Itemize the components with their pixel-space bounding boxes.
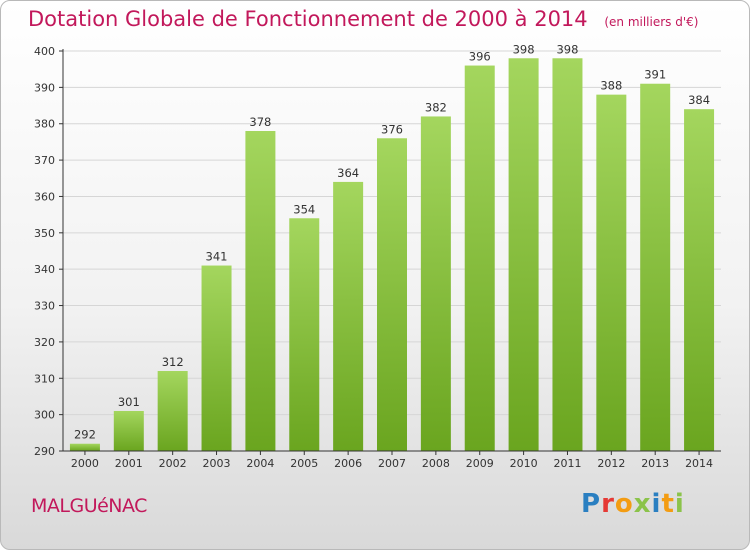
bar-2012	[596, 94, 627, 452]
value-label: 396	[469, 50, 491, 64]
bar-2011	[552, 58, 583, 451]
x-tick-label: 2000	[71, 457, 99, 470]
x-tick-label: 2007	[378, 457, 406, 470]
value-label: 292	[74, 428, 96, 442]
value-label: 382	[425, 100, 447, 114]
bar-2003	[201, 265, 232, 451]
bar-2001	[113, 411, 144, 451]
y-tick-label: 370	[34, 154, 55, 167]
logo-letter: i	[674, 489, 685, 519]
bar-2014	[684, 109, 715, 451]
x-tick-label: 2004	[246, 457, 274, 470]
bar-2008	[420, 116, 451, 452]
y-tick-label: 330	[34, 300, 55, 313]
bar-2002	[157, 371, 188, 451]
logo-letter: o	[614, 489, 634, 519]
value-label: 341	[206, 250, 228, 264]
value-labels: 292 301 312 341 378 354 364 376 382 396 398 398 388 3…	[74, 42, 710, 441]
x-tick-label: 2009	[466, 457, 494, 470]
logo-letter: t	[661, 489, 675, 519]
x-tick-label: 2013	[641, 457, 669, 470]
y-tick-label: 320	[34, 336, 55, 349]
y-tick-label: 340	[34, 263, 55, 276]
value-label: 376	[381, 122, 403, 136]
value-label: 391	[644, 68, 666, 82]
x-tick-label: 2002	[159, 457, 187, 470]
proxiti-logo: Proxiti	[581, 489, 685, 519]
x-tick-label: 2003	[203, 457, 231, 470]
y-tick-label: 360	[34, 190, 55, 203]
x-tick-label: 2001	[115, 457, 143, 470]
bar-2010	[508, 58, 539, 451]
value-label: 378	[249, 115, 271, 129]
x-tick-label: 2011	[553, 457, 581, 470]
x-tick-label: 2012	[597, 457, 625, 470]
bar-2013	[640, 83, 671, 452]
bar-2004	[245, 131, 276, 451]
axes: 290 300 310 320 330 340 350 360 370 380 390 400 2000…	[34, 45, 721, 470]
value-label: 398	[556, 42, 578, 56]
y-tick-label: 350	[34, 227, 55, 240]
value-label: 301	[118, 395, 140, 409]
y-tick-label: 390	[34, 81, 55, 94]
y-tick-label: 310	[34, 372, 55, 385]
chart-unit: (en milliers d'€)	[604, 15, 699, 29]
commune-name: MALGUéNAC	[31, 495, 147, 517]
logo-letter: x	[633, 489, 652, 519]
bars	[69, 58, 715, 452]
y-tick-label: 290	[34, 445, 55, 458]
logo-letter: r	[601, 489, 615, 519]
y-tick-label: 380	[34, 118, 55, 131]
y-tick-label: 400	[34, 45, 55, 58]
value-label: 398	[513, 42, 535, 56]
value-label: 388	[600, 79, 622, 93]
chart-title: Dotation Globale de Fonctionnement de 20…	[28, 7, 698, 31]
bar-2006	[333, 181, 364, 451]
y-tick-label: 300	[34, 409, 55, 422]
value-label: 364	[337, 166, 359, 180]
logo-letter: P	[581, 489, 602, 519]
bar-2007	[377, 138, 407, 452]
value-label: 312	[162, 355, 184, 369]
x-tick-label: 2005	[290, 457, 318, 470]
value-label: 354	[293, 202, 315, 216]
x-tick-label: 2008	[422, 457, 450, 470]
bar-2005	[289, 218, 320, 451]
bar-2009	[464, 65, 495, 451]
value-label: 384	[688, 93, 710, 107]
x-tick-label: 2006	[334, 457, 362, 470]
chart-title-text: Dotation Globale de Fonctionnement de 20…	[28, 7, 588, 31]
bar-2000	[69, 443, 100, 451]
x-tick-label: 2014	[685, 457, 713, 470]
logo-letter: i	[651, 489, 662, 519]
x-tick-label: 2010	[510, 457, 538, 470]
